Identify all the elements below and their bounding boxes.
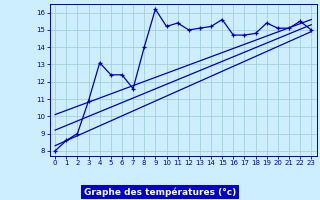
Text: Graphe des températures (°c): Graphe des températures (°c) xyxy=(84,187,236,197)
